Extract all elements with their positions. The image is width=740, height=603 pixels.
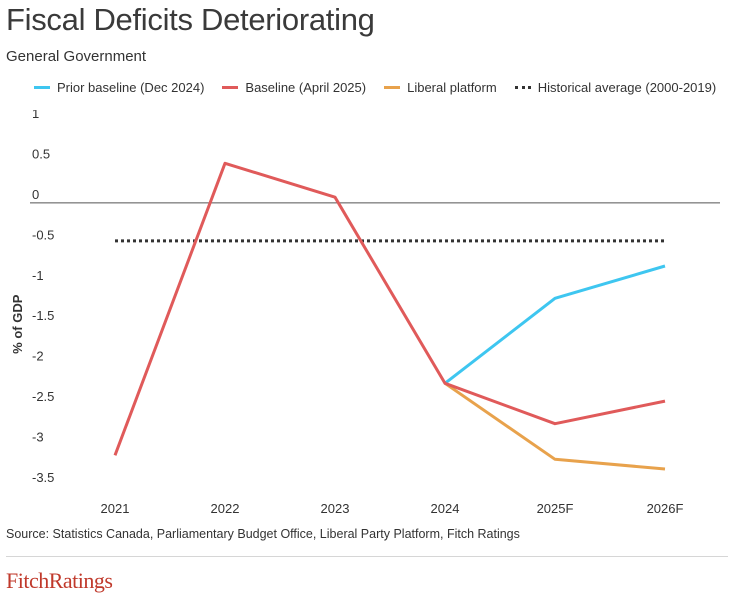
- y-tick-label: -2: [32, 349, 44, 364]
- x-tick-label: 2024: [431, 501, 460, 516]
- legend-label-liberal-platform: Liberal platform: [407, 80, 497, 95]
- legend: Prior baseline (Dec 2024) Baseline (Apri…: [34, 80, 716, 95]
- legend-item-prior-baseline: Prior baseline (Dec 2024): [34, 80, 204, 95]
- series-line-baseline-april-2025: [113, 161, 666, 456]
- legend-label-historical-average: Historical average (2000-2019): [537, 80, 717, 95]
- legend-swatch-historical-average: [514, 86, 531, 89]
- chart-title: Fiscal Deficits Deteriorating: [6, 2, 375, 37]
- series-line-prior-baseline-dec-2024: [444, 264, 666, 385]
- footer-divider: [6, 556, 728, 557]
- y-tick-label: 0.5: [32, 146, 50, 161]
- series-line-liberal-platform: [444, 382, 666, 471]
- x-tick-label: 2022: [211, 501, 240, 516]
- legend-swatch-baseline: [222, 86, 239, 89]
- y-axis-label: % of GDP: [10, 294, 25, 354]
- legend-swatch-liberal-platform: [384, 86, 401, 89]
- x-tick-label: 2021: [101, 501, 130, 516]
- y-tick-label: -1: [32, 268, 44, 283]
- source-note: Source: Statistics Canada, Parliamentary…: [6, 527, 520, 541]
- line-chart: 1 0.5 0 -0.5 -1 -1.5 -2 -2.5 -3 -3.5 % of GDP 2021 2…: [10, 110, 720, 516]
- chart-subtitle: General Government: [6, 48, 147, 65]
- x-tick-label: 2023: [321, 501, 350, 516]
- x-tick-label: 2026F: [647, 501, 684, 516]
- fitch-ratings-logo: FitchRatings: [6, 568, 113, 593]
- legend-swatch-prior-baseline: [34, 86, 50, 89]
- y-tick-label: -2.5: [32, 389, 54, 404]
- y-tick-label: -0.5: [32, 227, 54, 242]
- legend-item-liberal-platform: Liberal platform: [384, 80, 497, 95]
- legend-label-baseline: Baseline (April 2025): [245, 80, 367, 95]
- y-tick-label: 1: [32, 110, 39, 121]
- legend-item-historical-average: Historical average (2000-2019): [514, 80, 717, 95]
- y-tick-label: -3: [32, 430, 44, 445]
- y-tick-label: -1.5: [32, 308, 54, 323]
- x-tick-label: 2025F: [537, 501, 574, 516]
- legend-label-prior-baseline: Prior baseline (Dec 2024): [57, 80, 205, 95]
- y-tick-label: 0: [32, 187, 39, 202]
- y-tick-label: -3.5: [32, 470, 54, 485]
- legend-item-baseline: Baseline (April 2025): [222, 80, 366, 95]
